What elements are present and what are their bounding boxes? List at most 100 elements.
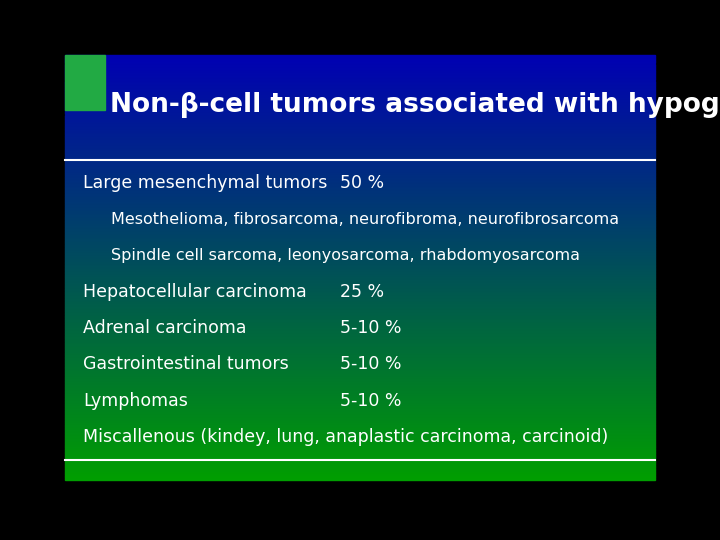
Bar [65,230,655,231]
Bar [65,435,655,436]
Bar [65,103,655,105]
Bar [65,218,655,219]
Bar [65,449,655,450]
Bar [65,83,655,85]
Bar [65,232,655,233]
Bar [65,60,655,62]
Bar [65,327,655,328]
Bar [65,369,655,371]
Bar [65,58,655,59]
Bar [65,373,655,374]
Bar [65,132,655,133]
Bar [65,409,655,410]
Bar [65,174,655,176]
Bar [65,334,655,335]
Bar [65,471,655,473]
Bar [65,259,655,260]
Bar [65,455,655,456]
Bar [65,258,655,259]
Bar [65,110,655,112]
Text: Lymphomas: Lymphomas [83,392,188,410]
Bar [65,100,655,102]
Bar [65,459,655,460]
Bar [65,226,655,228]
Bar [65,353,655,354]
Text: 5-10 %: 5-10 % [340,355,402,373]
Bar [65,300,655,301]
Bar [65,289,655,290]
Bar [65,421,655,422]
Bar [65,395,655,396]
Bar [65,98,655,99]
Bar [65,246,655,248]
Bar [65,235,655,237]
Bar [65,425,655,426]
Bar [65,85,655,86]
Bar [65,208,655,210]
Bar [65,301,655,303]
Bar [65,364,655,365]
Bar [65,328,655,330]
Bar [65,371,655,373]
Bar [65,255,655,256]
Bar [65,185,655,187]
Bar [65,69,655,71]
Bar [65,276,655,278]
Bar [65,89,655,90]
Bar [65,173,655,174]
Bar [65,190,655,191]
Bar [65,417,655,419]
Bar [65,249,655,251]
Bar [65,244,655,245]
Text: 5-10 %: 5-10 % [340,319,402,337]
Bar [65,114,655,116]
Bar [65,337,655,339]
Bar [65,92,655,93]
Bar [65,362,655,364]
Bar [65,470,655,471]
Bar [65,168,655,170]
Bar [65,119,655,120]
Bar [65,462,655,463]
Text: Spindle cell sarcoma, leonyosarcoma, rhabdomyosarcoma: Spindle cell sarcoma, leonyosarcoma, rha… [111,248,580,263]
Bar [65,383,655,385]
Bar [65,365,655,367]
Bar [65,204,655,205]
Bar [65,381,655,382]
Bar [65,403,655,405]
Bar [65,154,655,156]
Bar [65,285,655,286]
Bar [65,136,655,137]
Bar [65,239,655,241]
Bar [65,150,655,151]
Bar [65,406,655,408]
Bar [65,292,655,293]
Bar [65,433,655,435]
Bar [65,297,655,299]
Bar [65,273,655,274]
Bar [65,86,655,87]
Bar [65,251,655,252]
Text: 5-10 %: 5-10 % [340,392,402,410]
Bar [65,161,655,163]
Bar [65,260,655,262]
Bar [65,463,655,464]
Bar [65,120,655,122]
Bar [65,453,655,455]
Bar [65,303,655,305]
Bar [65,442,655,443]
Bar [65,437,655,439]
Bar [65,73,655,75]
Bar [65,307,655,308]
Bar [65,296,655,297]
Bar [65,355,655,357]
Bar [65,342,655,344]
Bar [65,148,655,150]
Bar [65,96,655,98]
Bar [65,354,655,355]
Bar [65,55,655,56]
Text: Gastrointestinal tumors: Gastrointestinal tumors [83,355,289,373]
Bar [65,134,655,136]
Bar [65,367,655,368]
Bar [65,71,655,72]
